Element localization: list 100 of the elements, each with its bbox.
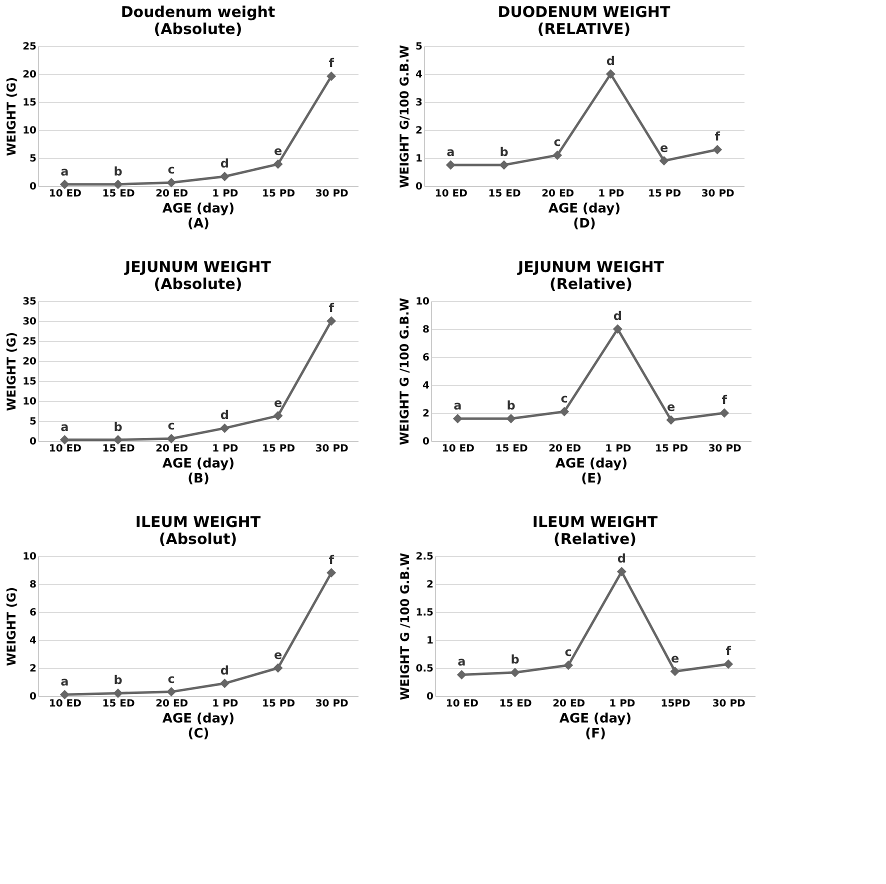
y-tick-label: 1.5 (416, 608, 434, 618)
point (446, 160, 456, 170)
annotation: a (446, 145, 455, 159)
x-tick-label: 1 PD (605, 444, 632, 454)
point (510, 668, 520, 678)
text: (A) (188, 216, 210, 232)
x-axis-title: AGE (day) (559, 712, 632, 726)
point (166, 434, 176, 444)
text: (C) (188, 726, 210, 742)
text: (F) (585, 726, 606, 742)
annotation: a (60, 420, 69, 434)
y-tick-label: 0 (30, 436, 37, 448)
point (113, 688, 123, 698)
x-tick-label: 10 ED (48, 188, 82, 200)
chart-title: ILEUM WEIGHT (Absolut) (135, 513, 262, 548)
annotation: c (168, 162, 175, 177)
chart-title: JEJUNUM WEIGHT (Relative) (517, 258, 665, 293)
annotation: b (500, 145, 509, 159)
y-tick-label: 3 (416, 98, 423, 108)
annotation: e (660, 140, 668, 155)
x-tick-label: 30 PD (315, 444, 348, 454)
x-tick-label: 15PD (660, 698, 690, 710)
y-tick-label: 25 (22, 42, 37, 52)
point (273, 159, 283, 169)
point (220, 678, 230, 688)
text: (D) (573, 216, 596, 232)
x-tick-label: 1 PD (598, 188, 624, 200)
chart-title: Doudenum weight (Absolute) (120, 3, 276, 38)
point (113, 180, 123, 190)
point (552, 150, 562, 160)
point (452, 414, 462, 424)
annotation: f (328, 301, 335, 315)
annotation: f (722, 393, 728, 407)
point (166, 687, 176, 697)
point (60, 435, 70, 445)
x-tick-label: 10 ED (442, 444, 474, 454)
x-tick-label: 30 PD (708, 444, 742, 454)
x-tick-label: 15 PD (648, 188, 682, 200)
annotation: d (606, 54, 615, 68)
annotation: b (510, 652, 520, 666)
y-tick-label: 30 (22, 316, 37, 328)
y-tick-label: 2 (416, 126, 423, 136)
x-tick-label: 10 ED (446, 698, 478, 710)
y-tick-label: 8 (422, 324, 430, 336)
x-tick-label: 20 ED (156, 698, 188, 710)
x-axis-title: AGE (day) (548, 202, 621, 216)
y-tick-label: 0 (416, 182, 423, 192)
x-tick-label: 20 ED (156, 444, 188, 454)
x-tick-label: 15 ED (488, 188, 521, 200)
point (720, 408, 730, 418)
y-tick-label: 1 (426, 636, 434, 646)
annotation: c (564, 645, 572, 660)
y-tick-label: 15 (22, 98, 37, 108)
y-tick-label: 5 (416, 42, 423, 52)
point (724, 659, 734, 669)
x-tick-label: 1 PD (212, 698, 238, 710)
point (616, 566, 626, 576)
point (560, 406, 570, 416)
annotation: c (560, 392, 568, 406)
y-tick-label: 0 (30, 692, 37, 702)
x-tick-label: 10 ED (48, 698, 82, 710)
x-axis-title: AGE (day) (162, 456, 235, 472)
y-tick-label: 25 (22, 336, 37, 348)
y-tick-label: 4 (422, 380, 430, 392)
x-tick-label: 30 PD (315, 698, 348, 710)
y-axis-title: WEIGHT (G) (4, 332, 19, 411)
point (326, 568, 336, 578)
y-axis-title: WEIGHT (G) (4, 77, 19, 156)
x-tick-label: 1 PD (212, 444, 238, 454)
y-tick-label: 35 (22, 296, 37, 308)
y-tick-label: 2 (30, 664, 37, 674)
annotation: c (168, 672, 175, 686)
x-tick-label: 10 ED (48, 444, 82, 454)
annotation: d (220, 156, 229, 170)
text: (B) (188, 472, 210, 486)
annotation: f (328, 552, 335, 567)
x-tick-label: 30 PD (701, 188, 734, 200)
point (670, 666, 680, 676)
x-tick-label: 20 ED (156, 188, 188, 200)
chart-title: DUODENUM WEIGHT (RELATIVE) (498, 3, 671, 38)
point (612, 324, 622, 334)
annotation: f (714, 130, 721, 144)
chart-title: ILEUM WEIGHT (Relative) (532, 513, 658, 548)
y-tick-label: 0 (426, 692, 434, 702)
annotation: f (726, 644, 732, 658)
y-tick-label: 4 (30, 636, 37, 646)
y-tick-label: 15 (22, 376, 37, 388)
x-tick-label: 10 ED (434, 188, 468, 200)
y-tick-label: 5 (30, 154, 37, 164)
y-tick-label: 10 (416, 296, 430, 308)
annotation: b (114, 673, 123, 688)
x-tick-label: 1 PD (212, 188, 238, 200)
annotation: b (506, 398, 516, 413)
y-axis-title: WEIGHT G/100 G.B.W (398, 45, 412, 188)
x-tick-label: 15 PD (262, 188, 296, 200)
x-axis-title: AGE (day) (555, 456, 628, 472)
annotation: d (220, 408, 229, 422)
y-tick-label: 2.5 (416, 552, 434, 562)
y-tick-label: 5 (30, 416, 37, 428)
annotation: d (613, 309, 622, 323)
